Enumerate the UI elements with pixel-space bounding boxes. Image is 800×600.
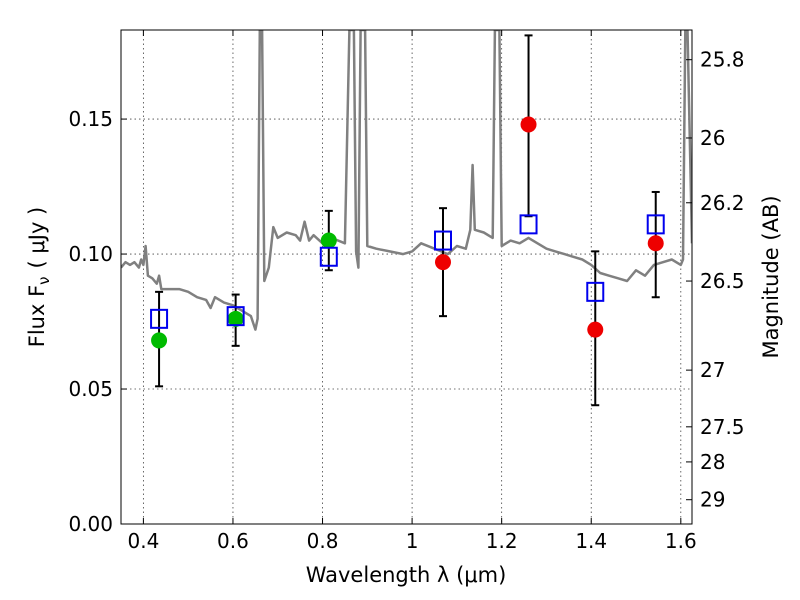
y-tick-label: 0.10	[68, 242, 113, 266]
model-point-square	[519, 214, 538, 235]
x-axis-label: Wavelength λ (μm)	[306, 563, 507, 587]
model-point-square	[319, 246, 338, 267]
x-tick-label: 0.8	[307, 529, 339, 553]
y2-tick-label: 26.5	[700, 269, 745, 293]
model-point-square	[646, 214, 665, 235]
y-axis-label-unit: ( μJy )	[25, 207, 49, 269]
y2-tick-label: 28	[700, 450, 725, 474]
data-point-circle	[587, 321, 604, 338]
y-tick-label: 0.05	[68, 377, 113, 401]
data-point-circle	[227, 310, 244, 327]
data-point-circle	[520, 116, 537, 133]
y-axis-label-sub: ν	[35, 276, 53, 284]
spectrum-line	[121, 30, 692, 331]
model-point-square	[586, 281, 605, 302]
x-tick-label: 0.6	[217, 529, 249, 553]
data-point-circle	[434, 254, 451, 271]
x-tick-label: 1.6	[665, 529, 697, 553]
data-points	[150, 34, 665, 407]
y2-tick-label: 27	[700, 358, 725, 382]
y-tick-label: 0.00	[68, 512, 113, 536]
x-tick-label: 0.4	[127, 529, 159, 553]
grid	[121, 30, 692, 524]
y2-tick-label: 27.5	[700, 415, 745, 439]
model-point-square	[226, 306, 245, 327]
y2-axis-label: Magnitude (AB)	[759, 195, 783, 358]
model-spectrum	[121, 30, 692, 331]
data-point-circle	[320, 232, 337, 249]
x-tick-label: 1.4	[575, 529, 607, 553]
y2-tick-label: 26	[700, 126, 725, 150]
model-point-square	[150, 308, 169, 329]
y-tick-label: 0.15	[68, 107, 113, 131]
data-point-circle	[647, 235, 664, 252]
plot-frame	[120, 29, 693, 525]
y-axis-label-main: Flux F	[25, 285, 49, 347]
x-tick-label: 1.2	[486, 529, 518, 553]
y2-tick-label: 25.8	[700, 48, 745, 72]
y-axis-label: Flux Fν ( μJy )	[25, 207, 53, 348]
axes: 0.4 0.6 0.8 1 1.2 1.4 1.6 0.00 0.05 0.10 0.15 25.8 2…	[68, 30, 745, 553]
x-tick-label: 1	[406, 529, 419, 553]
model-point-square	[433, 230, 452, 251]
y2-tick-label: 26.2	[700, 191, 745, 215]
data-point-circle	[151, 332, 168, 349]
y2-tick-label: 29	[700, 488, 725, 512]
